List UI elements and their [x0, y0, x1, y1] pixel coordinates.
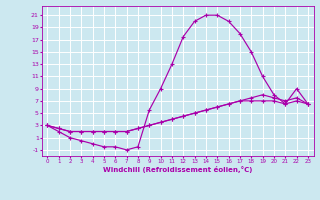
X-axis label: Windchill (Refroidissement éolien,°C): Windchill (Refroidissement éolien,°C) [103, 166, 252, 173]
